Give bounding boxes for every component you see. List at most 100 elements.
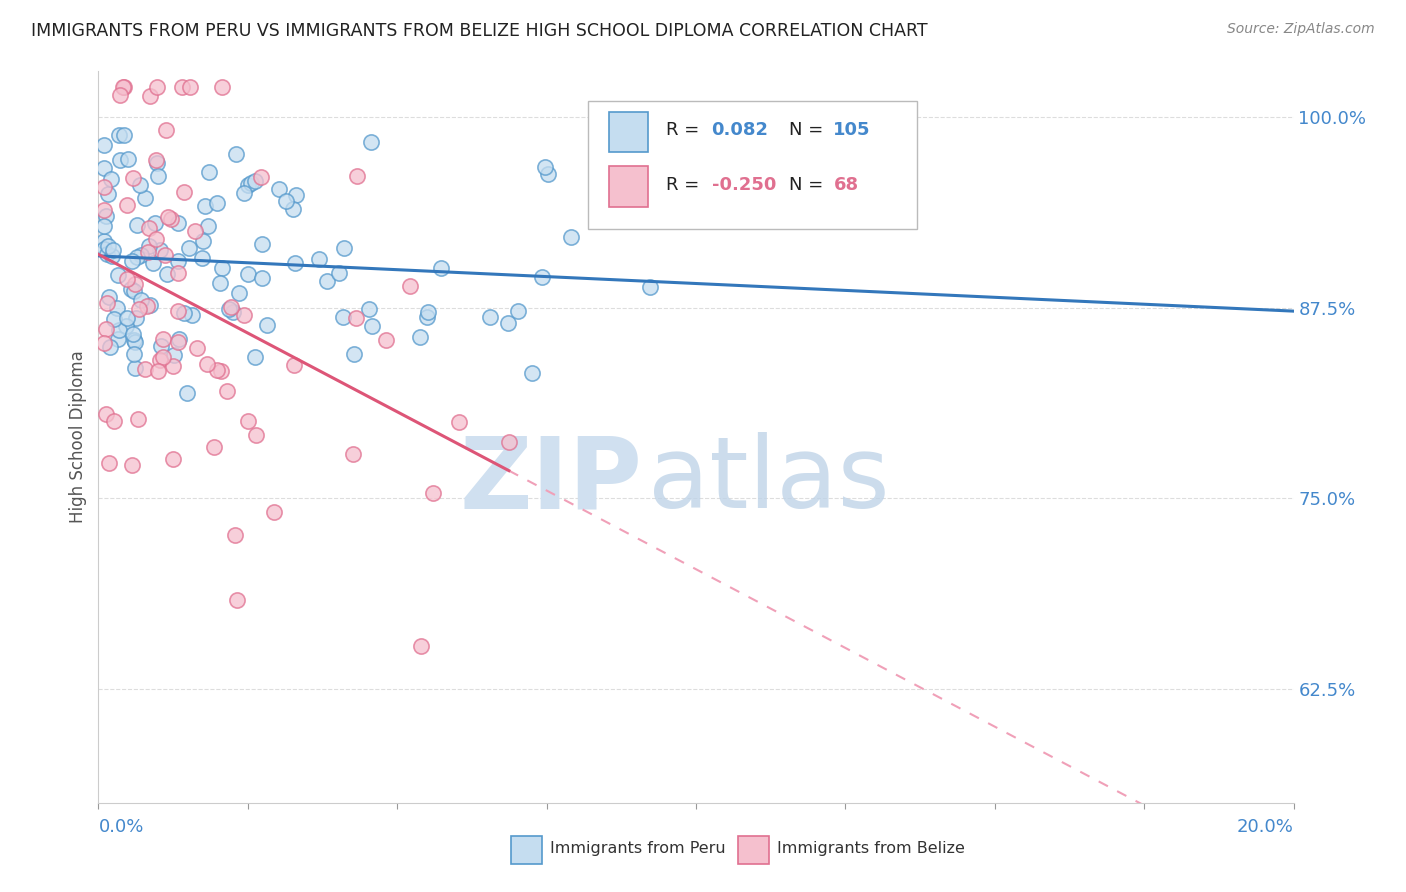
Point	[232, 186, 254, 200]
Text: -0.250: -0.250	[711, 176, 776, 194]
Point	[316, 274, 339, 288]
Point	[145, 232, 167, 246]
Point	[156, 268, 179, 282]
Point	[250, 236, 273, 251]
Point	[157, 210, 180, 224]
Point	[115, 319, 138, 334]
Point	[150, 339, 173, 353]
Point	[221, 301, 243, 315]
Point	[107, 332, 129, 346]
Point	[344, 310, 367, 325]
Point	[124, 334, 146, 349]
Point	[170, 79, 193, 94]
Point	[186, 341, 208, 355]
Point	[112, 79, 135, 94]
Text: atlas: atlas	[648, 433, 890, 530]
Point	[128, 178, 150, 192]
Point	[176, 386, 198, 401]
Point	[97, 187, 120, 202]
Text: ZIP: ZIP	[460, 433, 643, 530]
Point	[409, 330, 432, 344]
Point	[333, 241, 356, 255]
Point	[222, 304, 245, 318]
Point	[97, 456, 120, 470]
Point	[198, 164, 221, 178]
Point	[496, 316, 519, 330]
Point	[93, 161, 115, 175]
Point	[281, 202, 304, 217]
Point	[134, 191, 156, 205]
Point	[179, 241, 201, 255]
Point	[173, 185, 195, 199]
Point	[225, 593, 247, 607]
Point	[127, 218, 149, 232]
Point	[250, 271, 273, 285]
Point	[112, 128, 135, 142]
Point	[122, 333, 145, 347]
Point	[136, 244, 159, 259]
Point	[308, 252, 330, 266]
Point	[225, 146, 247, 161]
Point	[167, 266, 190, 280]
Bar	[609, 167, 648, 207]
Point	[263, 505, 285, 519]
Text: N =: N =	[789, 121, 824, 139]
Point	[194, 198, 217, 212]
Text: R =: R =	[666, 176, 699, 194]
Point	[148, 364, 170, 378]
Point	[359, 302, 381, 317]
Point	[122, 347, 145, 361]
Point	[108, 128, 131, 142]
Point	[94, 322, 117, 336]
Point	[209, 277, 232, 291]
Point	[166, 254, 188, 268]
Point	[162, 452, 184, 467]
Point	[245, 428, 267, 442]
Text: R =: R =	[666, 121, 699, 139]
Point	[103, 414, 125, 428]
Point	[195, 358, 218, 372]
Point	[122, 327, 145, 342]
Point	[125, 250, 148, 264]
Bar	[510, 836, 541, 863]
Point	[360, 318, 382, 333]
Point	[138, 239, 160, 253]
Point	[98, 340, 121, 354]
Point	[232, 308, 254, 322]
Point	[152, 350, 174, 364]
Point	[184, 224, 207, 238]
Point	[560, 230, 582, 244]
Point	[422, 485, 444, 500]
Point	[162, 359, 184, 374]
Point	[343, 347, 366, 361]
Point	[530, 270, 553, 285]
Point	[125, 311, 148, 326]
Point	[239, 177, 262, 191]
Text: 68: 68	[834, 176, 859, 194]
Point	[202, 440, 225, 454]
Point	[429, 261, 451, 276]
Point	[139, 89, 162, 103]
Y-axis label: High School Diploma: High School Diploma	[69, 351, 87, 524]
Point	[250, 169, 273, 184]
Point	[138, 220, 160, 235]
Point	[108, 88, 131, 103]
Point	[96, 296, 118, 310]
Point	[228, 285, 250, 300]
Point	[142, 256, 165, 270]
Point	[115, 198, 138, 212]
Point	[256, 318, 278, 332]
Point	[207, 195, 229, 210]
Point	[267, 182, 290, 196]
Point	[638, 280, 661, 294]
Point	[127, 411, 149, 425]
Point	[96, 209, 118, 223]
Text: 105: 105	[834, 121, 870, 139]
Point	[167, 332, 190, 346]
Point	[375, 333, 398, 347]
Point	[129, 293, 152, 308]
Point	[121, 458, 143, 472]
Point	[152, 332, 174, 346]
Point	[285, 187, 308, 202]
Point	[447, 415, 470, 429]
